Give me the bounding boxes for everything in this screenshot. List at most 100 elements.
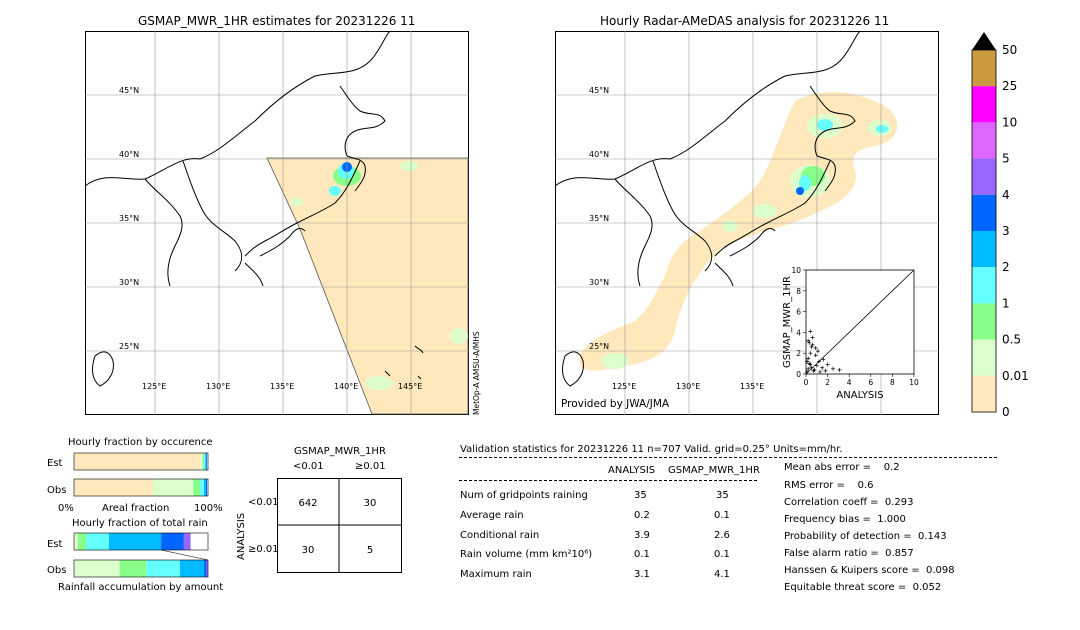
vrow-label-4: Maximum rain <box>460 569 532 580</box>
scatter-point <box>813 346 818 350</box>
colorbar-label: 50 <box>1002 43 1017 57</box>
occ-bar-segment <box>74 479 154 496</box>
tot-obs-label: Obs <box>47 565 66 576</box>
tot-bar-segment <box>119 560 147 577</box>
validation-col-analysis: ANALYSIS <box>608 465 656 476</box>
scatter-xlabel: ANALYSIS <box>836 390 883 401</box>
score-0: Mean abs error = 0.2 <box>784 462 900 473</box>
vrow-label-3: Rain volume (mm km²10⁶) <box>460 549 593 560</box>
occ-bar-segment <box>205 479 208 496</box>
left-lon-145: 145°E <box>398 382 422 391</box>
colorbar: 50 25 10 5 4 3 2 1 0.5 0.01 0 <box>971 32 1029 419</box>
scatter-point <box>837 367 842 372</box>
colorbar-label: 5 <box>1002 152 1010 166</box>
tot-bar-segment <box>203 560 207 577</box>
occ-bar-segment <box>205 453 207 470</box>
ct-row-1: ≥0.01 <box>248 544 279 555</box>
occ-bar-segment <box>203 479 206 496</box>
validation-subrule <box>459 480 757 481</box>
occ-bar-frame <box>73 478 209 497</box>
tot-bar-segment <box>108 533 162 550</box>
vrow-b-1: 0.1 <box>714 510 730 521</box>
scatter-point <box>823 368 828 373</box>
occurence-title: Hourly fraction by occurence <box>68 437 213 448</box>
occ-bar-segment <box>193 479 200 496</box>
left-lon-125: 125°E <box>142 382 166 391</box>
ct-row-0: <0.01 <box>248 497 279 508</box>
scatter-ytick-label: 10 <box>791 266 801 275</box>
scatter-ytick-label: 8 <box>796 287 801 296</box>
colorbar-band <box>972 158 996 195</box>
tot-bar-segment <box>206 560 208 577</box>
scatter-point <box>811 368 816 373</box>
scatter-point <box>809 365 814 370</box>
right-coastline <box>555 31 861 387</box>
scatter-xtick-label: 2 <box>825 378 830 387</box>
vrow-b-4: 4.1 <box>714 569 730 580</box>
ct-row-axis: ANALYSIS <box>236 512 247 560</box>
left-lat-45: 45°N <box>119 86 139 95</box>
ct-cell-10: 30 <box>302 545 315 556</box>
scatter-ytick-label: 0 <box>796 370 801 379</box>
occ-bar-segment <box>199 453 203 470</box>
totalrain-chart: Est Obs Rainfall accumulation by amount <box>47 532 223 593</box>
tot-bar-segment <box>183 533 191 550</box>
scatter-point <box>821 357 826 362</box>
left-map-side-label: MetOp-A AMSU-A/MHS <box>472 331 481 415</box>
vrow-a-2: 3.9 <box>634 530 650 541</box>
scatter-point <box>808 329 813 334</box>
scatter-point <box>810 335 815 340</box>
scatter-point <box>808 362 813 367</box>
colorbar-label: 1 <box>1002 296 1010 310</box>
validation-header: Validation statistics for 20231226 11 n=… <box>460 444 843 455</box>
left-map-title: GSMAP_MWR_1HR estimates for 20231226 11 <box>138 14 416 28</box>
tot-bar-segment <box>74 533 79 550</box>
scatter-point <box>806 356 811 361</box>
right-lon-135: 135°E <box>740 382 764 391</box>
colorbar-band <box>972 339 996 376</box>
vrow-b-0: 35 <box>716 490 729 501</box>
right-lat-30: 30°N <box>589 278 609 287</box>
score-6: Hanssen & Kuipers score = 0.098 <box>784 565 955 576</box>
occurence-chart: Est Obs 0% Areal fraction 100% <box>47 452 223 514</box>
ct-cell-01: 30 <box>364 498 377 509</box>
colorbar-label: 3 <box>1002 224 1010 238</box>
occ-bar-segment <box>202 453 204 470</box>
vrow-label-1: Average rain <box>460 510 524 521</box>
ct-cell-00: 642 <box>298 498 317 509</box>
scatter-point <box>814 363 819 368</box>
tot-est-label: Est <box>47 539 63 550</box>
scatter-point <box>807 340 812 345</box>
ct-cell-11: 5 <box>367 545 373 556</box>
ct-title: GSMAP_MWR_1HR <box>294 446 386 457</box>
tot-bar-segment <box>78 533 87 550</box>
left-coastline <box>85 31 424 387</box>
right-lat-35: 35°N <box>589 214 609 223</box>
score-7: Equitable threat score = 0.052 <box>784 582 942 593</box>
score-2: Correlation coeff = 0.293 <box>784 497 914 508</box>
scatter-point <box>831 366 835 371</box>
right-lon-130: 130°E <box>676 382 700 391</box>
scatter-xtick-label: 4 <box>847 378 852 387</box>
right-lon-125: 125°E <box>612 382 636 391</box>
tot-bar-segment <box>179 560 204 577</box>
scatter-point <box>806 366 811 371</box>
scatter-point <box>806 338 811 343</box>
tot-bar-frame <box>73 559 209 578</box>
right-lat-45: 45°N <box>589 86 609 95</box>
scatter-point <box>820 365 825 370</box>
colorbar-band <box>972 50 996 87</box>
scatter-ytick-label: 4 <box>796 328 801 337</box>
scatter-xtick-label: 10 <box>909 378 919 387</box>
ct-col-0: <0.01 <box>293 461 324 472</box>
left-map-grid <box>85 31 469 415</box>
scatter-point <box>815 349 820 354</box>
colorbar-band <box>972 231 996 268</box>
contingency-table: 642 30 30 5 <box>277 478 402 573</box>
right-lat-40: 40°N <box>589 150 609 159</box>
colorbar-band <box>972 122 996 159</box>
colorbar-band <box>972 267 996 304</box>
colorbar-label: 25 <box>1002 79 1017 93</box>
scatter-diagonal <box>805 269 915 375</box>
vrow-a-4: 3.1 <box>634 569 650 580</box>
